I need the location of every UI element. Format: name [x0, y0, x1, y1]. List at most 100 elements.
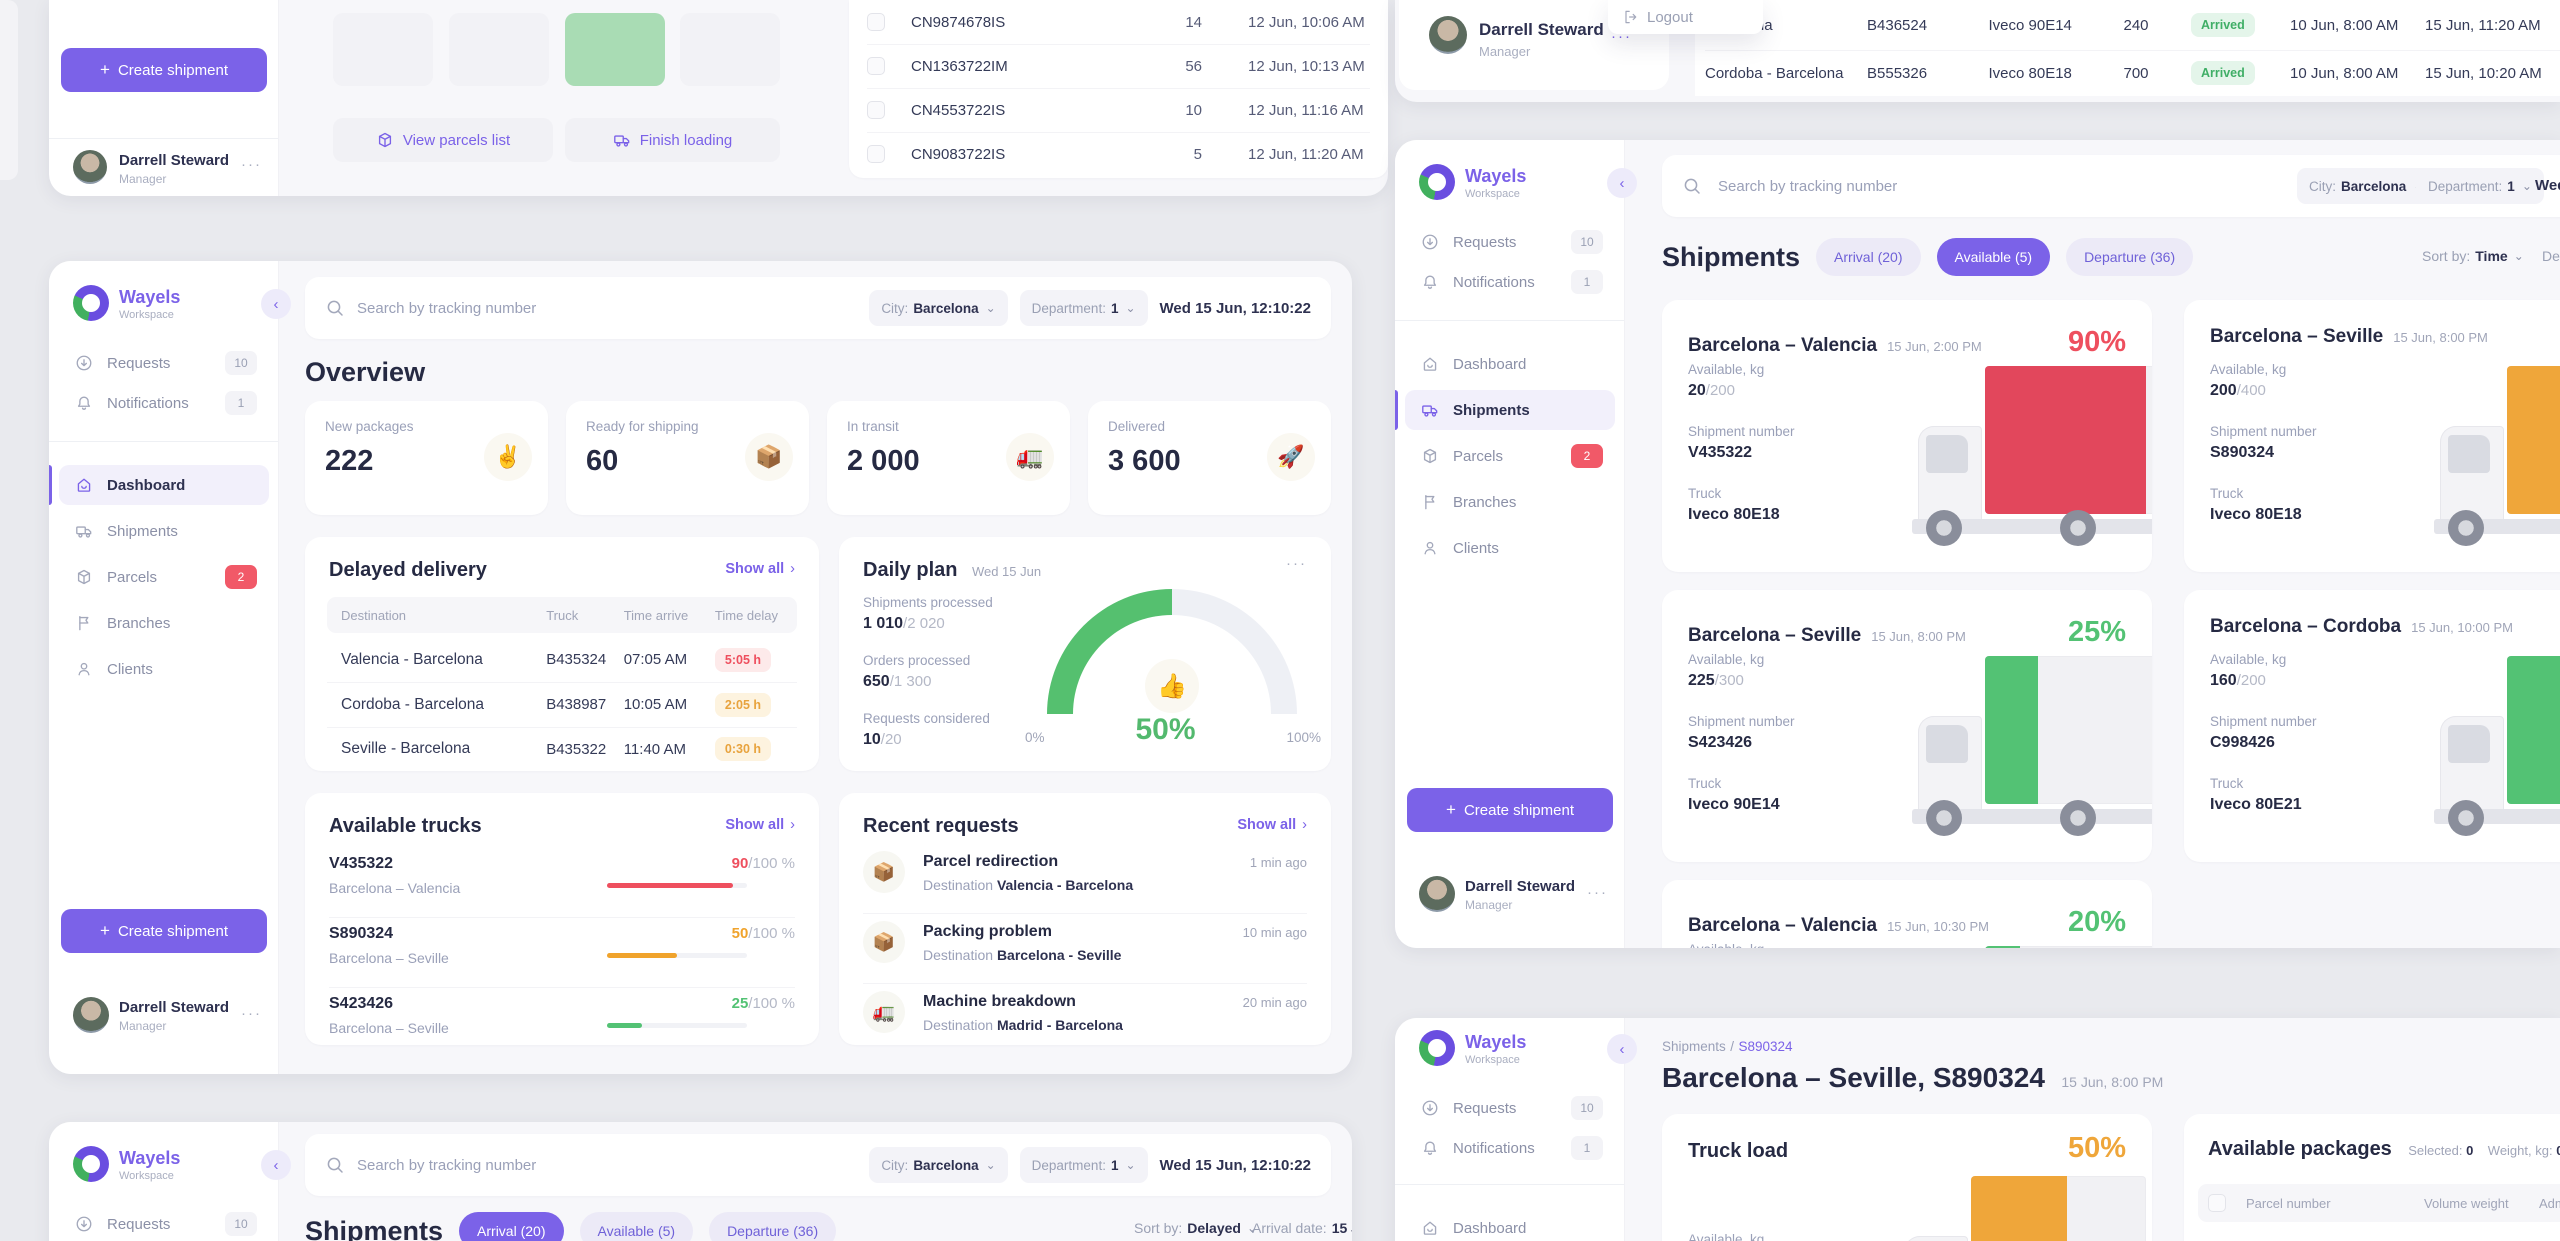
request-row[interactable]: 📦 Packing problem Destination Barcelona … [863, 921, 1307, 977]
sidebar-item-requests[interactable]: Requests 10 [1405, 1088, 1615, 1128]
sidebar-item-shipments[interactable]: Shipments [1405, 390, 1615, 430]
city-filter[interactable]: City:Barcelona ⌄ [869, 290, 1008, 326]
departure-date-dropdown[interactable]: Departure date: [2542, 248, 2560, 264]
sidebar-item-notifications[interactable]: Notifications 1 [1405, 1128, 1615, 1168]
arrival-date-dropdown[interactable]: Arrival date:15 Jun ⌄ [1252, 1220, 1352, 1236]
sidebar-item-branches[interactable]: Branches [59, 603, 269, 643]
sidebar-collapse-button[interactable]: ‹ [1607, 1034, 1637, 1064]
sidebar-collapse-button[interactable]: ‹ [261, 289, 291, 319]
truck-row[interactable]: S890324 Barcelona – Seville 50/100 % [329, 925, 795, 966]
tab-arrival[interactable]: Arrival (20) [1816, 238, 1921, 276]
sidebar-item-requests[interactable]: Requests 10 [1405, 222, 1615, 262]
card-title: Truck load [1688, 1140, 1789, 1162]
sidebar-item-branches[interactable]: Branches [1405, 482, 1615, 522]
search-input[interactable] [357, 1150, 858, 1180]
view-parcels-list-button[interactable]: View parcels list [333, 118, 553, 162]
sidebar-item-dashboard[interactable]: Dashboard [1405, 344, 1615, 384]
sidebar-item-parcels[interactable]: Parcels 2 [1405, 436, 1615, 476]
brand-name: Wayels [1465, 166, 1527, 186]
sidebar-item-dashboard[interactable]: Dashboard [1405, 1208, 1615, 1241]
card-menu-button[interactable]: ··· [1286, 555, 1307, 572]
sidebar-item-clients[interactable]: Clients [1405, 528, 1615, 568]
select-all-checkbox[interactable] [2208, 1194, 2226, 1212]
request-row[interactable]: 📦 Parcel redirection Destination Valenci… [863, 851, 1307, 907]
sidebar-item-notifications[interactable]: Notifications 1 [59, 383, 269, 423]
create-shipment-button[interactable]: + Create shipment [61, 48, 267, 92]
request-row[interactable]: 🚛 Machine breakdown Destination Madrid -… [863, 991, 1307, 1041]
finish-loading-button[interactable]: Finish loading [565, 118, 780, 162]
sort-by-dropdown[interactable]: Sort by: Delayed ⌄ [1134, 1220, 1258, 1236]
parcel-slot[interactable] [680, 13, 780, 86]
request-time: 1 min ago [1249, 855, 1307, 870]
shipment-card[interactable]: Barcelona – Valencia 15 Jun, 10:30 PM 20… [1662, 880, 2152, 948]
truck-model: Iveco 90E14 [1688, 796, 1780, 813]
table-row[interactable]: CN9083722IS 5 12 Jun, 11:20 AM [867, 132, 1370, 176]
logout-popup: Logout [1608, 0, 1763, 34]
sidebar-item-requests[interactable]: Requests 10 [59, 343, 269, 383]
table-row[interactable]: Seville - Barcelona B435322 11:40 AM 0:3… [327, 727, 797, 771]
shipment-card[interactable]: Barcelona – Seville 15 Jun, 8:00 PM 25% … [1662, 590, 2152, 862]
table-row[interactable]: CN9874678IS 14 12 Jun, 10:06 AM [867, 0, 1370, 44]
row-separator [867, 88, 1370, 89]
shipment-time: 15 Jun, 8:00 PM [2393, 330, 2488, 345]
sidebar-collapse-button[interactable]: ‹ [261, 1150, 291, 1180]
tab-available[interactable]: Available (5) [1936, 238, 2051, 276]
breadcrumb-current: S890324 [1738, 1039, 1793, 1054]
department-filter[interactable]: Department: 1 ⌄ [2416, 168, 2544, 204]
sidebar-item-requests[interactable]: Requests 10 [59, 1204, 269, 1241]
table-row[interactable]: Cordoba - Barcelona B438987 10:05 AM 2:0… [327, 682, 797, 727]
show-all-link[interactable]: Show all › [725, 817, 795, 833]
divider [49, 441, 278, 442]
create-shipment-button[interactable]: + Create shipment [1407, 788, 1613, 832]
sidebar-item-shipments[interactable]: Shipments [59, 511, 269, 551]
table-row[interactable]: CN4553722IS 10 12 Jun, 11:16 AM [867, 88, 1370, 132]
parcels-badge: 2 [225, 565, 257, 589]
search-input[interactable] [357, 293, 858, 323]
table-row[interactable]: CN1363722IM 56 12 Jun, 10:13 AM [867, 44, 1370, 88]
sidebar-item-parcels[interactable]: Parcels 2 [59, 557, 269, 597]
sidebar-item-clients[interactable]: Clients [59, 649, 269, 689]
tab-arrival[interactable]: Arrival (20) [459, 1212, 564, 1241]
search-input[interactable] [1718, 171, 2098, 201]
truck-row[interactable]: V435322 Barcelona – Valencia 90/100 % [329, 855, 795, 896]
logout-menu-item[interactable]: Logout [1647, 8, 1693, 26]
shipment-number: S890324 [2210, 444, 2275, 461]
show-all-link[interactable]: Show all › [1237, 817, 1307, 833]
row-checkbox[interactable] [867, 101, 885, 119]
tab-departure[interactable]: Departure (36) [2066, 238, 2194, 276]
available-label: Available, kg [1688, 652, 1765, 667]
available-label: Available, kg [1688, 362, 1765, 377]
profile-menu-button[interactable]: ··· [1587, 884, 1608, 901]
department-filter[interactable]: Department: 1 ⌄ [1019, 290, 1148, 326]
table-row[interactable]: CN1253722IM 52 10 Jun [2198, 1236, 2560, 1241]
city-filter[interactable]: City:Barcelona ⌄ [2297, 168, 2436, 204]
create-shipment-button[interactable]: + Create shipment [61, 909, 267, 953]
shipment-card[interactable]: Barcelona – Valencia 15 Jun, 2:00 PM 90%… [1662, 300, 2152, 572]
parcel-slot[interactable] [333, 13, 433, 86]
requests-badge: 10 [1571, 230, 1603, 254]
department-filter[interactable]: Department: 1 ⌄ [1019, 1147, 1148, 1183]
profile-menu-button[interactable]: ··· [241, 1005, 262, 1022]
city-filter[interactable]: City:Barcelona ⌄ [869, 1147, 1008, 1183]
shipment-card[interactable]: Barcelona – Seville 15 Jun, 8:00 PM Avai… [2184, 300, 2560, 572]
user-name: Darrell Steward [1479, 20, 1604, 39]
truck-row[interactable]: S423426 Barcelona – Seville 25/100 % [329, 995, 795, 1036]
table-row[interactable]: Cordoba - Barcelona B555326 Iveco 80E18 … [1705, 50, 2560, 96]
tab-departure[interactable]: Departure (36) [709, 1212, 837, 1241]
table-row[interactable]: Barcelona B436524 Iveco 90E14 240 Arrive… [1705, 0, 2560, 50]
tab-available[interactable]: Available (5) [579, 1212, 694, 1241]
row-checkbox[interactable] [867, 145, 885, 163]
row-checkbox[interactable] [867, 13, 885, 31]
parcel-slot-filled[interactable] [565, 13, 665, 86]
sidebar-item-dashboard[interactable]: Dashboard [59, 465, 269, 505]
profile-menu-button[interactable]: ··· [241, 156, 262, 173]
table-row[interactable]: Valencia - Barcelona B435324 07:05 AM 5:… [327, 637, 797, 682]
sort-by-dropdown[interactable]: Sort by: Time ⌄ [2422, 248, 2524, 264]
parcel-slot[interactable] [449, 13, 549, 86]
sidebar-collapse-button[interactable]: ‹ [1607, 168, 1637, 198]
show-all-link[interactable]: Show all › [725, 561, 795, 577]
row-checkbox[interactable] [867, 57, 885, 75]
shipment-card[interactable]: Barcelona – Cordoba 15 Jun, 10:00 PM Ava… [2184, 590, 2560, 862]
breadcrumb-shipments[interactable]: Shipments [1662, 1039, 1726, 1054]
sidebar-item-notifications[interactable]: Notifications 1 [1405, 262, 1615, 302]
